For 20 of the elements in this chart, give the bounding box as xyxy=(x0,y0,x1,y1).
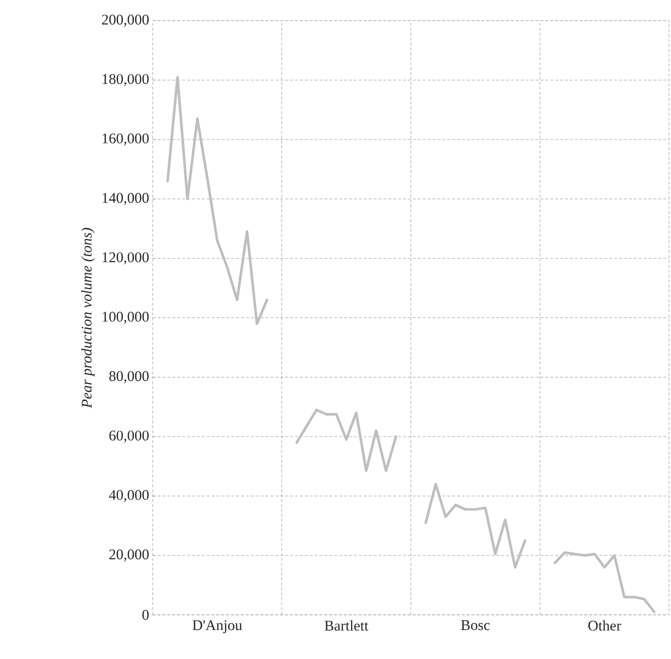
y-axis-title: Pear production volume (tons) xyxy=(81,228,95,408)
y-tick-label: 120,000 xyxy=(102,252,149,264)
x-tick-label: Bosc xyxy=(461,620,490,630)
line-series xyxy=(554,551,656,614)
y-tick-label: 80,000 xyxy=(109,371,149,384)
y-tick-label: 20,000 xyxy=(109,549,149,562)
y-tick-label: 60,000 xyxy=(109,430,149,443)
line-series xyxy=(424,482,526,569)
y-tick-label: 160,000 xyxy=(102,133,149,146)
y-tick-label: 0 xyxy=(142,610,149,620)
x-tick-label: Other xyxy=(588,620,622,631)
y-tick-label: 40,000 xyxy=(109,490,149,502)
x-tick-label: D'Anjou xyxy=(192,620,242,634)
y-tick-label: 180,000 xyxy=(102,74,149,86)
y-tick-label: 100,000 xyxy=(102,312,149,324)
line-series xyxy=(295,408,398,472)
y-tick-label: 200,000 xyxy=(102,14,149,27)
x-tick-label: Bartlett xyxy=(324,620,368,631)
line-series xyxy=(166,76,268,325)
y-tick-label: 140,000 xyxy=(102,192,149,205)
